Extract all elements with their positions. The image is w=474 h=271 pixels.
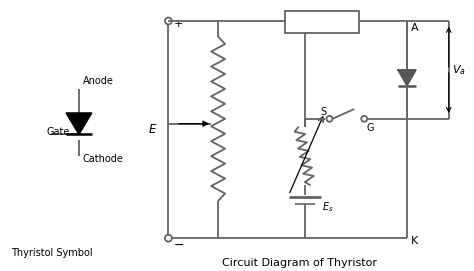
Text: Circuit Diagram of Thyristor: Circuit Diagram of Thyristor [222, 258, 377, 268]
Text: Gate: Gate [46, 127, 70, 137]
Bar [285, 11, 359, 33]
Text: K: K [411, 236, 418, 246]
Text: Thyristol Symbol: Thyristol Symbol [11, 248, 93, 258]
Text: G: G [366, 123, 374, 133]
Text: $E_s$: $E_s$ [322, 200, 334, 214]
Text: $V_a$: $V_a$ [452, 63, 465, 77]
Text: Anode: Anode [83, 76, 114, 86]
Polygon shape [66, 113, 92, 134]
Text: A: A [411, 23, 419, 33]
Text: Cathode: Cathode [83, 154, 124, 164]
Text: +: + [173, 19, 183, 29]
Text: E: E [149, 123, 156, 136]
Text: −: − [173, 239, 184, 252]
Text: LOAD: LOAD [308, 17, 337, 27]
Text: S: S [320, 107, 327, 117]
Polygon shape [398, 70, 416, 86]
